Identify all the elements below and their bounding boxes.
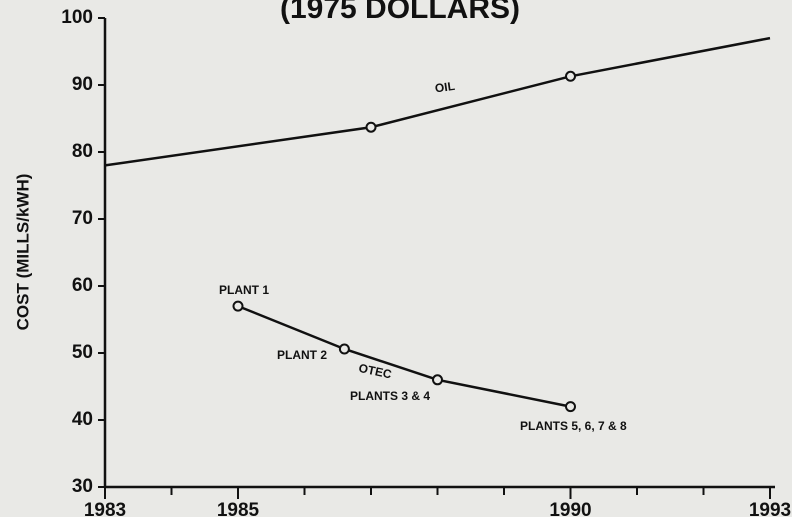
data-point (565, 401, 576, 413)
data-point (232, 300, 244, 312)
x-tick-label: 1983 (84, 500, 126, 517)
annotation: PLANTS 5, 6, 7 & 8 (520, 419, 627, 433)
chart-title: (1975 DOLLARS) (280, 0, 520, 25)
data-point (565, 70, 576, 82)
y-tick-label: 80 (72, 141, 93, 162)
y-tick-label: 60 (72, 275, 93, 296)
annotation: PLANT 1 (219, 283, 269, 297)
data-point (365, 121, 377, 133)
x-tick-label: 1993 (749, 500, 791, 517)
series-label: OTEC (357, 361, 393, 382)
y-tick-label: 30 (72, 476, 93, 497)
series-line (104, 36, 771, 167)
y-tick-label: 40 (72, 409, 93, 430)
y-tick-label: 90 (72, 74, 93, 95)
annotation: PLANT 2 (277, 348, 327, 362)
y-tick-label: 50 (72, 342, 93, 363)
y-axis-label: COST (MILLS/kWH) (13, 174, 32, 331)
data-point (338, 343, 350, 355)
series-label: OIL (434, 79, 456, 96)
annotation: PLANTS 3 & 4 (350, 389, 430, 403)
y-tick-label: 100 (61, 7, 93, 28)
y-tick-label: 70 (72, 208, 93, 229)
x-tick-label: 1990 (549, 500, 591, 517)
data-point (432, 374, 443, 386)
series-line (237, 304, 571, 408)
x-tick-label: 1985 (217, 500, 260, 517)
